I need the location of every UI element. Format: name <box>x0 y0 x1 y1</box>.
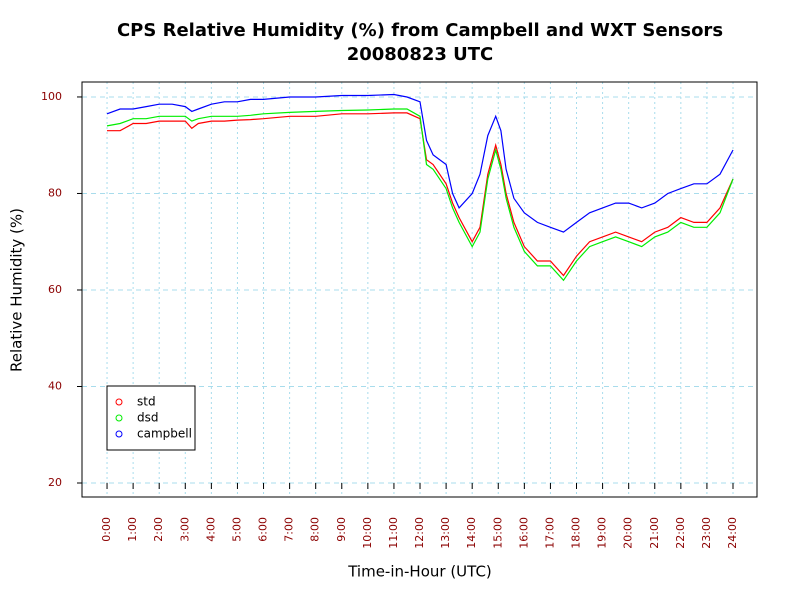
x-tick-label: 12:00 <box>413 517 426 549</box>
series-line <box>107 112 734 277</box>
x-tick-label: 23:00 <box>700 517 713 549</box>
x-tick-label: 4:00 <box>204 517 217 542</box>
legend-label: dsd <box>137 411 159 425</box>
y-tick-label: 100 <box>41 90 62 103</box>
y-axis-label: Relative Humidity (%) <box>8 208 26 372</box>
x-tick-label: 22:00 <box>674 517 687 549</box>
chart-subtitle: 20080823 UTC <box>347 44 494 65</box>
plot-frame <box>81 81 758 498</box>
x-tick-label: 0:00 <box>100 517 113 542</box>
x-tick-label: 15:00 <box>491 517 504 549</box>
x-tick-label: 3:00 <box>178 517 191 542</box>
x-tick-label: 1:00 <box>126 517 139 542</box>
x-tick-label: 19:00 <box>596 517 609 549</box>
y-tick-label: 20 <box>48 476 62 489</box>
x-tick-label: 7:00 <box>283 517 296 542</box>
legend-marker <box>115 414 123 422</box>
x-tick-label: 6:00 <box>257 517 270 542</box>
x-tick-label: 20:00 <box>622 517 635 549</box>
x-axis-label: Time-in-Hour (UTC) <box>347 563 492 581</box>
x-tick-label: 16:00 <box>517 517 530 549</box>
x-tick-label: 24:00 <box>726 517 739 549</box>
x-tick-label: 14:00 <box>465 517 478 549</box>
x-tick-label: 5:00 <box>230 517 243 542</box>
legend-label: std <box>137 395 156 409</box>
legend-marker <box>115 398 123 406</box>
legend-marker <box>115 430 123 438</box>
y-tick-label: 80 <box>48 186 62 199</box>
x-tick-label: 17:00 <box>543 517 556 549</box>
x-tick-label: 10:00 <box>361 517 374 549</box>
x-tick-label: 11:00 <box>387 517 400 549</box>
x-tick-label: 9:00 <box>335 517 348 542</box>
series-line <box>106 108 734 282</box>
x-tick-label: 21:00 <box>648 517 661 549</box>
x-tick-label: 13:00 <box>439 517 452 549</box>
x-tick-label: 18:00 <box>570 517 583 549</box>
x-tick-label: 2:00 <box>152 517 165 542</box>
y-tick-label: 40 <box>48 379 62 392</box>
series-line <box>106 93 734 233</box>
x-tick-label: 8:00 <box>309 517 322 542</box>
chart-title: CPS Relative Humidity (%) from Campbell … <box>117 20 723 41</box>
y-tick-label: 60 <box>48 283 62 296</box>
legend-label: campbell <box>137 427 192 441</box>
